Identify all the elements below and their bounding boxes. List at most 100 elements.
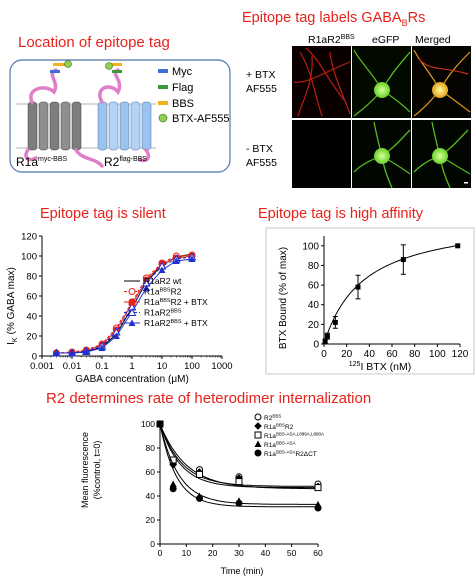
binding-x-tick-label: 80 xyxy=(409,349,421,360)
binding-ylabel: BTX Bound (% of max) xyxy=(278,247,289,349)
dose-point xyxy=(158,266,166,273)
internalization-point xyxy=(169,456,177,464)
internalization-legend-marker xyxy=(254,431,262,439)
internalization-legend-label-2: R1aBBS-ASA,L889A,L890A xyxy=(264,432,324,441)
dose-point xyxy=(142,284,150,291)
dose-x-tick-label: 100 xyxy=(184,361,200,372)
dose-y-tick-label: 100 xyxy=(21,252,37,263)
schematic-legend: Myc Flag BBS BTX-AF555 xyxy=(158,66,229,125)
binding-y-tick-label: 80 xyxy=(308,261,320,272)
internalization-point xyxy=(169,480,177,487)
binding-chart: 0 20 40 60 80 100 0 20 40 60 80 100 120 BTX Bound (%… xyxy=(265,227,475,375)
internalization-x-tick-label: 30 xyxy=(234,548,244,558)
internalization-point xyxy=(156,420,164,428)
binding-x-tick-label: 120 xyxy=(452,349,469,360)
dose-legend-label-0: R1aR2 wt xyxy=(144,276,182,286)
internalization-point xyxy=(196,470,203,478)
legend-swatch-btx xyxy=(158,113,168,123)
dose-legend-label-4: R1aR2BBS + BTX xyxy=(144,318,208,328)
dose-x-tick-label: 0.1 xyxy=(95,361,108,372)
affinity-title: Epitope tag is high affinity xyxy=(258,206,423,222)
internalization-x-tick-label: 0 xyxy=(158,548,163,558)
binding-point xyxy=(324,333,330,339)
r1a-label-main: R1a xyxy=(16,155,38,169)
r1a-label: R1amyc-BBS xyxy=(16,155,68,169)
internalization-y-tick-label: 40 xyxy=(146,491,156,501)
binding-xlabel-sup: 125 xyxy=(349,361,361,368)
dose-x-tick-label: 10 xyxy=(157,361,168,372)
dose-legend-marker xyxy=(127,307,137,316)
dose-point xyxy=(172,257,180,264)
internalization-x-tick-label: 50 xyxy=(287,548,297,558)
dose-y-tick-label: 80 xyxy=(26,272,37,283)
dose-y-tick-label: 20 xyxy=(26,332,37,343)
dose-y-tick-label: 0 xyxy=(32,352,37,363)
internalization-legend-label-0: R2BBS xyxy=(264,414,281,423)
binding-y-tick-label: 0 xyxy=(313,340,319,351)
legend-swatch-bbs xyxy=(158,101,168,105)
column-egfp: eGFP xyxy=(372,34,399,46)
internalization-xlabel: Time (min) xyxy=(221,566,264,576)
dose-xlabel: GABA concentration (μM) xyxy=(75,374,189,385)
column-r1ar2-bbs: R1aR2BBS xyxy=(308,34,355,46)
internalization-x-tick-label: 60 xyxy=(313,548,323,558)
internalization-x-tick-label: 40 xyxy=(261,548,271,558)
dose-legend-marker xyxy=(128,288,136,295)
binding-xlabel: 125I BTX (nM) xyxy=(349,361,411,373)
r2-receptor xyxy=(97,62,152,163)
location-title: Location of epitope tag xyxy=(18,34,170,51)
legend-myc: Myc xyxy=(172,66,193,78)
internalization-y-tick-label: 80 xyxy=(146,443,156,453)
dose-point xyxy=(188,255,196,262)
silent-title: Epitope tag is silent xyxy=(40,206,166,222)
dose-y-tick-label: 40 xyxy=(26,312,37,323)
receptor-schematic: Myc Flag BBS BTX-AF555 R1amyc-BBS R2flag… xyxy=(9,59,231,173)
dose-x-tick-label: 0.01 xyxy=(63,361,82,372)
internalization-axes: 0 20 40 60 80 100 0 10 20 30 40 50 60 xyxy=(141,419,323,558)
dose-ylabel-rest: (% GABA max) xyxy=(6,267,17,334)
internalization-legend: R2BBSR1aBBSR2R1aBBS-ASA,L889A,L890AR1aBB… xyxy=(254,413,324,459)
labels-title: Epitope tag labels GABABRs xyxy=(242,10,425,28)
binding-fit-curve xyxy=(323,245,458,345)
image-egfp-btx xyxy=(352,46,411,118)
dose-point xyxy=(82,348,90,355)
r2-label-sup: flag-BBS xyxy=(119,156,147,163)
binding-x-tick-label: 100 xyxy=(429,349,446,360)
dose-xlabel-main: GABA concentration ( xyxy=(75,374,172,385)
internalization-x-tick-label: 20 xyxy=(208,548,218,558)
internalization-point xyxy=(235,499,243,507)
dose-x-tick-label: 1000 xyxy=(211,361,232,372)
internalization-y-tick-label: 20 xyxy=(146,515,156,525)
scale-bar xyxy=(464,182,468,184)
binding-point xyxy=(400,257,406,263)
dose-legend-label-3: R1aR2BBS xyxy=(144,308,182,318)
row-plus-af555: AF555 xyxy=(246,83,277,95)
labels-title-main: Epitope tag labels GABA xyxy=(242,10,402,26)
dose-legend-marker xyxy=(128,319,136,326)
labels-title-subscript: B xyxy=(401,18,408,28)
binding-y-tick-label: 100 xyxy=(302,241,319,252)
legend-swatch-flag xyxy=(158,85,168,89)
legend-flag: Flag xyxy=(172,82,193,94)
internalization-fit-2 xyxy=(159,423,318,490)
dose-axes: 0 20 40 60 80 100 120 0.001 0.01 0.1 1 10 100 1000 xyxy=(21,232,232,373)
column-bbs-sup: BBS xyxy=(341,34,355,41)
internalization-point xyxy=(169,485,177,493)
dose-series xyxy=(51,251,197,357)
internalization-legend-label-4: R1aBBS-ASAR2ΔCT xyxy=(264,450,317,459)
binding-x-tick-label: 40 xyxy=(364,349,376,360)
binding-series xyxy=(322,243,461,345)
internalization-point xyxy=(196,494,203,502)
dose-point xyxy=(98,344,106,351)
binding-y-tick-label: 60 xyxy=(308,281,320,292)
micrograph-grid xyxy=(292,46,471,189)
binding-x-tick-label: 0 xyxy=(321,349,327,360)
dose-x-tick-label: 0.001 xyxy=(30,361,54,372)
internalization-legend-marker xyxy=(254,413,262,421)
legend-btx: BTX-AF555 xyxy=(172,113,229,125)
dose-legend-label-2: R1aBBSR2 + BTX xyxy=(144,297,208,307)
dose-xlabel-end: ) xyxy=(185,374,188,385)
internalization-y-tick-label: 0 xyxy=(150,539,155,549)
